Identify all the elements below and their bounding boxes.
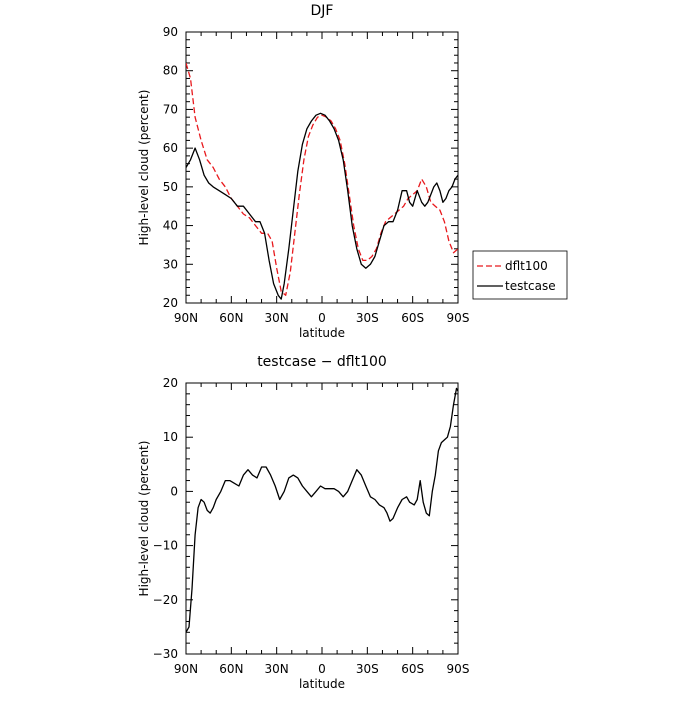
x-tick-label: 0 xyxy=(318,311,326,325)
chart-title: DJF xyxy=(311,3,334,19)
x-axis-label: latitude xyxy=(299,677,345,691)
y-tick-label: 20 xyxy=(163,376,178,390)
x-tick-label: 60S xyxy=(401,662,424,676)
x-tick-label: 30N xyxy=(265,311,289,325)
legend-box xyxy=(472,250,568,300)
djf-panel: 90N 60N 30N 0 30S 60S 90S 20 30 40 50 60 70 80 90 DJF la… xyxy=(137,3,469,340)
y-tick-label: 50 xyxy=(163,180,178,194)
difference-panel: 90N 60N 30N 0 30S 60S 90S −30 −20 −10 0 10 20 testcas… xyxy=(137,354,469,691)
y-tick-label: 10 xyxy=(163,430,178,444)
series-line-dflt100 xyxy=(186,62,458,296)
legend: dflt100 testcase xyxy=(472,250,568,300)
chart-title: testcase − dflt100 xyxy=(257,354,387,370)
series-line-testcase xyxy=(186,112,458,300)
y-tick-label: 90 xyxy=(163,25,178,39)
x-tick-label: 30S xyxy=(356,311,379,325)
y-axis-label: High-level cloud (percent) xyxy=(137,441,151,597)
plot-frame xyxy=(185,382,459,655)
legend-entry-dflt100: dflt100 xyxy=(505,259,548,273)
x-tick-label: 60S xyxy=(401,311,424,325)
y-tick-label: −20 xyxy=(153,593,178,607)
y-tick-label: 60 xyxy=(163,141,178,155)
y-tick-label: 40 xyxy=(163,219,178,233)
x-tick-label: 30S xyxy=(356,662,379,676)
y-tick-label: −10 xyxy=(153,539,178,553)
x-tick-label: 30N xyxy=(265,662,289,676)
x-tick-label: 90N xyxy=(174,662,198,676)
plot-frame xyxy=(185,31,459,304)
series-line-difference xyxy=(186,387,458,633)
y-tick-label: 20 xyxy=(163,296,178,310)
x-tick-label: 90S xyxy=(447,662,470,676)
x-tick-label: 0 xyxy=(318,662,326,676)
x-tick-label: 90S xyxy=(447,311,470,325)
x-tick-label: 60N xyxy=(219,662,243,676)
y-tick-label: 70 xyxy=(163,102,178,116)
y-tick-label: 30 xyxy=(163,257,178,271)
y-tick-label: −30 xyxy=(153,647,178,661)
y-tick-label: 0 xyxy=(170,484,178,498)
y-tick-label: 80 xyxy=(163,64,178,78)
x-tick-label: 90N xyxy=(174,311,198,325)
x-axis-label: latitude xyxy=(299,326,345,340)
x-tick-label: 60N xyxy=(219,311,243,325)
legend-entry-testcase: testcase xyxy=(505,279,556,293)
y-axis-label: High-level cloud (percent) xyxy=(137,90,151,246)
